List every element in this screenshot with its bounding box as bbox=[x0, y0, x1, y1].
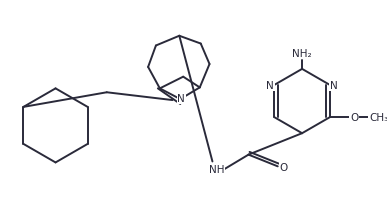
Text: NH: NH bbox=[209, 164, 224, 174]
Text: CH₃: CH₃ bbox=[369, 112, 387, 123]
Text: NH₂: NH₂ bbox=[292, 49, 312, 59]
Text: N: N bbox=[267, 81, 274, 90]
Text: O: O bbox=[350, 112, 358, 123]
Text: N: N bbox=[177, 94, 185, 104]
Text: O: O bbox=[279, 163, 288, 172]
Text: N: N bbox=[330, 81, 338, 90]
